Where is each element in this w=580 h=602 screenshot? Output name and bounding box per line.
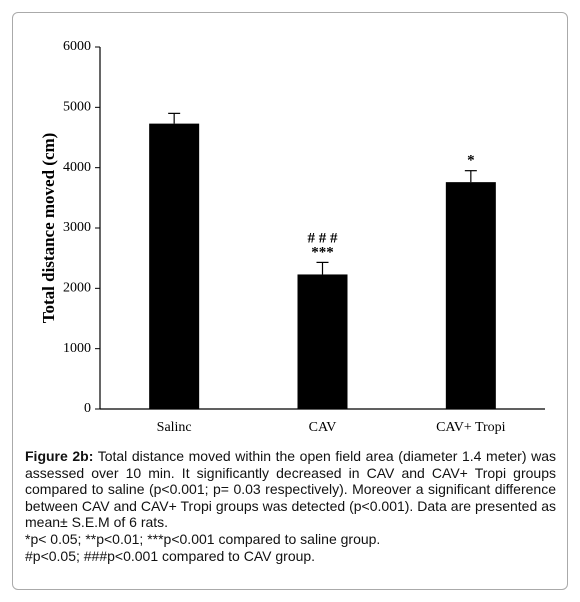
x-tick-label: Salinc [157,420,192,435]
caption-body: Total distance moved within the open fie… [25,448,556,531]
significance-mark: * [467,153,475,169]
figure-frame [12,12,568,590]
y-tick-label: 2000 [63,281,91,296]
caption-note: #p<0.05; ###p<0.001 compared to CAV grou… [25,547,316,564]
y-tick-label: 0 [84,401,91,416]
y-tick-label: 3000 [63,220,91,235]
y-tick-label: 6000 [63,39,91,54]
caption-note: *p< 0.05; **p<0.01; ***p<0.001 compared … [25,530,381,547]
caption-label: Figure 2b: [25,448,94,464]
y-tick-label: 5000 [63,100,91,115]
y-tick-label: 1000 [63,341,91,356]
bar [149,123,200,409]
significance-mark: # # # [308,230,339,246]
caption-text: Figure 2b: Total distance moved within t… [25,448,556,531]
x-tick-label: CAV [309,420,337,435]
significance-mark: *** [311,244,334,260]
bar [297,274,348,409]
bar [445,182,496,409]
x-tick-label: CAV+ Tropi [436,420,506,435]
y-axis-label: Total distance moved (cm) [39,133,58,324]
chart: Total distance moved (cm) 0 1000 2000 3000 4… [39,39,545,435]
y-tick-label: 4000 [63,160,91,175]
caption: Figure 2b: Total distance moved within t… [25,448,556,564]
